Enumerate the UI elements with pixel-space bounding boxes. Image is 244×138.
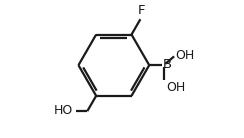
Text: OH: OH	[175, 49, 194, 62]
Text: HO: HO	[53, 104, 73, 117]
Text: OH: OH	[166, 81, 185, 94]
Text: B: B	[163, 58, 172, 71]
Text: F: F	[137, 4, 145, 17]
